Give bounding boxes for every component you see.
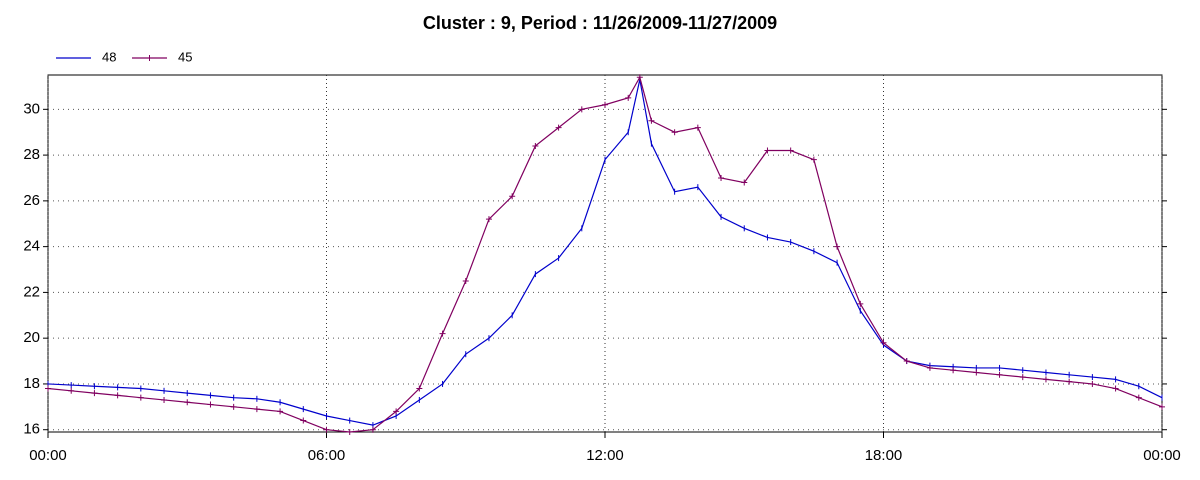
point-marker bbox=[810, 156, 817, 163]
series-line bbox=[47, 75, 1163, 433]
point-marker bbox=[764, 147, 771, 154]
point-marker bbox=[950, 367, 957, 374]
point-marker bbox=[114, 392, 121, 399]
point-marker bbox=[1066, 378, 1073, 385]
x-tick-label: 18:00 bbox=[865, 447, 903, 464]
y-tick-label: 22 bbox=[23, 283, 40, 300]
point-marker bbox=[741, 179, 748, 186]
point-marker bbox=[91, 390, 98, 397]
point-marker bbox=[880, 339, 887, 346]
point-marker bbox=[787, 147, 794, 154]
point-marker bbox=[1089, 380, 1096, 387]
y-tick-label: 30 bbox=[23, 100, 40, 117]
point-marker bbox=[462, 277, 469, 284]
point-marker bbox=[137, 394, 144, 401]
point-marker bbox=[636, 74, 643, 81]
point-marker bbox=[694, 124, 701, 131]
point-marker bbox=[1112, 385, 1119, 392]
point-marker bbox=[439, 330, 446, 337]
point-marker bbox=[45, 385, 51, 392]
point-marker bbox=[857, 300, 864, 307]
point-marker bbox=[161, 396, 168, 403]
point-marker bbox=[369, 426, 376, 433]
x-tick-label: 00:00 bbox=[1143, 447, 1181, 464]
point-marker bbox=[532, 142, 539, 149]
point-marker bbox=[996, 371, 1003, 378]
y-tick-label: 24 bbox=[23, 238, 40, 255]
point-marker bbox=[68, 387, 75, 394]
point-marker bbox=[393, 408, 400, 415]
x-tick-label: 12:00 bbox=[586, 447, 624, 464]
legend-label: 48 bbox=[102, 49, 116, 64]
point-marker bbox=[555, 124, 562, 131]
point-marker bbox=[509, 193, 516, 200]
point-marker bbox=[1042, 376, 1049, 383]
point-marker bbox=[230, 403, 237, 410]
point-marker bbox=[207, 401, 214, 408]
point-marker bbox=[277, 408, 284, 415]
series-line bbox=[47, 79, 1163, 426]
y-tick-label: 20 bbox=[23, 329, 40, 346]
point-marker bbox=[718, 174, 725, 181]
point-marker bbox=[300, 417, 307, 424]
point-marker bbox=[625, 94, 632, 101]
point-marker bbox=[323, 426, 330, 433]
plot-area bbox=[47, 74, 1163, 433]
y-tick-label: 18 bbox=[23, 375, 40, 392]
legend-label: 45 bbox=[178, 49, 192, 64]
y-tick-label: 26 bbox=[23, 192, 40, 209]
point-marker bbox=[648, 117, 655, 124]
point-marker bbox=[346, 429, 353, 435]
y-tick-label: 16 bbox=[23, 421, 40, 438]
chart-title: Cluster : 9, Period : 11/26/2009-11/27/2… bbox=[423, 13, 777, 33]
point-marker bbox=[1159, 403, 1165, 410]
point-marker bbox=[184, 399, 191, 406]
point-marker bbox=[926, 364, 933, 371]
point-marker bbox=[253, 406, 260, 413]
x-tick-label: 00:00 bbox=[29, 447, 67, 464]
point-marker bbox=[1019, 374, 1026, 381]
point-marker bbox=[602, 101, 608, 108]
point-marker bbox=[416, 385, 423, 392]
point-marker bbox=[578, 106, 585, 113]
point-marker bbox=[671, 129, 678, 136]
point-marker bbox=[485, 216, 492, 223]
point-marker bbox=[973, 369, 980, 376]
point-marker bbox=[1135, 394, 1142, 401]
point-marker bbox=[903, 358, 910, 365]
point-marker bbox=[834, 243, 841, 250]
y-tick-label: 28 bbox=[23, 146, 40, 163]
x-tick-label: 06:00 bbox=[308, 447, 346, 464]
legend-marker bbox=[146, 55, 153, 61]
